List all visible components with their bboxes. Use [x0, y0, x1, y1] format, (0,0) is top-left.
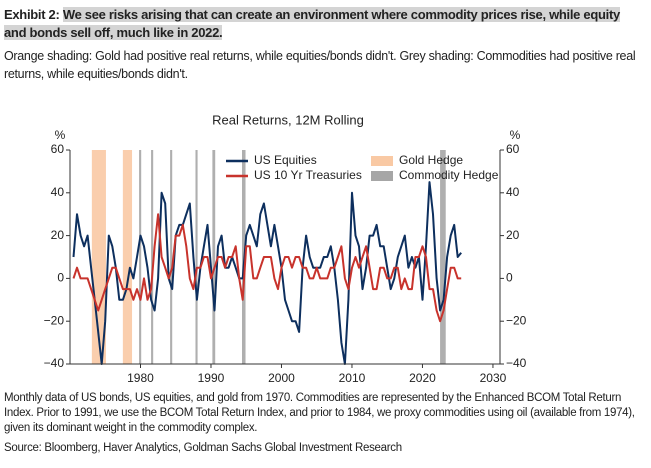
- series-line: [72, 213, 462, 323]
- hedge-band: [212, 150, 216, 364]
- footnote: Monthly data of US bonds, US equities, a…: [4, 392, 635, 434]
- x-tick-label: 2020: [409, 371, 436, 385]
- y-tick-label: 60: [51, 142, 65, 156]
- source: Source: Bloomberg, Haver Analytics, Gold…: [4, 442, 402, 454]
- x-tick-label: 1990: [198, 371, 225, 385]
- y2-tick-label: 0: [506, 271, 513, 285]
- series-line: [72, 181, 462, 365]
- hedge-band: [122, 150, 133, 364]
- legend-label: Commodity Hedge: [399, 168, 499, 182]
- y2-tick-label: −20: [506, 313, 527, 327]
- hedge-band: [440, 150, 446, 364]
- axis-frame: [69, 150, 501, 365]
- y-tick-label: −40: [44, 356, 65, 370]
- legend-patch: [371, 156, 393, 166]
- x-tick-label: 2000: [268, 371, 295, 385]
- hedge-band: [151, 150, 154, 364]
- y2-tick-label: 20: [506, 228, 520, 242]
- y-unit: %: [55, 128, 66, 142]
- y-tick-label: 20: [51, 228, 65, 242]
- exhibit-label: Exhibit 2:: [4, 7, 60, 22]
- legend-label: US 10 Yr Treasuries: [254, 168, 362, 182]
- y2-tick-label: −40: [506, 356, 527, 370]
- legend-label: US Equities: [254, 153, 317, 167]
- legend-label: Gold Hedge: [399, 153, 463, 167]
- y2-tick-label: 60: [506, 142, 520, 156]
- chart-title: Real Returns, 12M Rolling: [212, 112, 364, 127]
- subtitle: Orange shading: Gold had positive real r…: [4, 49, 636, 81]
- hedge-band: [139, 150, 142, 364]
- y-tick-label: −20: [44, 313, 65, 327]
- hedge-band: [195, 150, 198, 364]
- y2-unit: %: [510, 128, 521, 142]
- y2-tick-label: 40: [506, 185, 520, 199]
- y-tick-label: 40: [51, 185, 65, 199]
- y-tick-label: 0: [57, 271, 64, 285]
- x-tick-label: 2010: [339, 371, 366, 385]
- x-tick-label: 2030: [480, 371, 507, 385]
- hedge-band: [170, 150, 173, 364]
- header: Exhibit 2: We see risks arising that can…: [4, 6, 644, 42]
- x-tick-label: 1980: [127, 371, 154, 385]
- legend-patch: [371, 171, 393, 181]
